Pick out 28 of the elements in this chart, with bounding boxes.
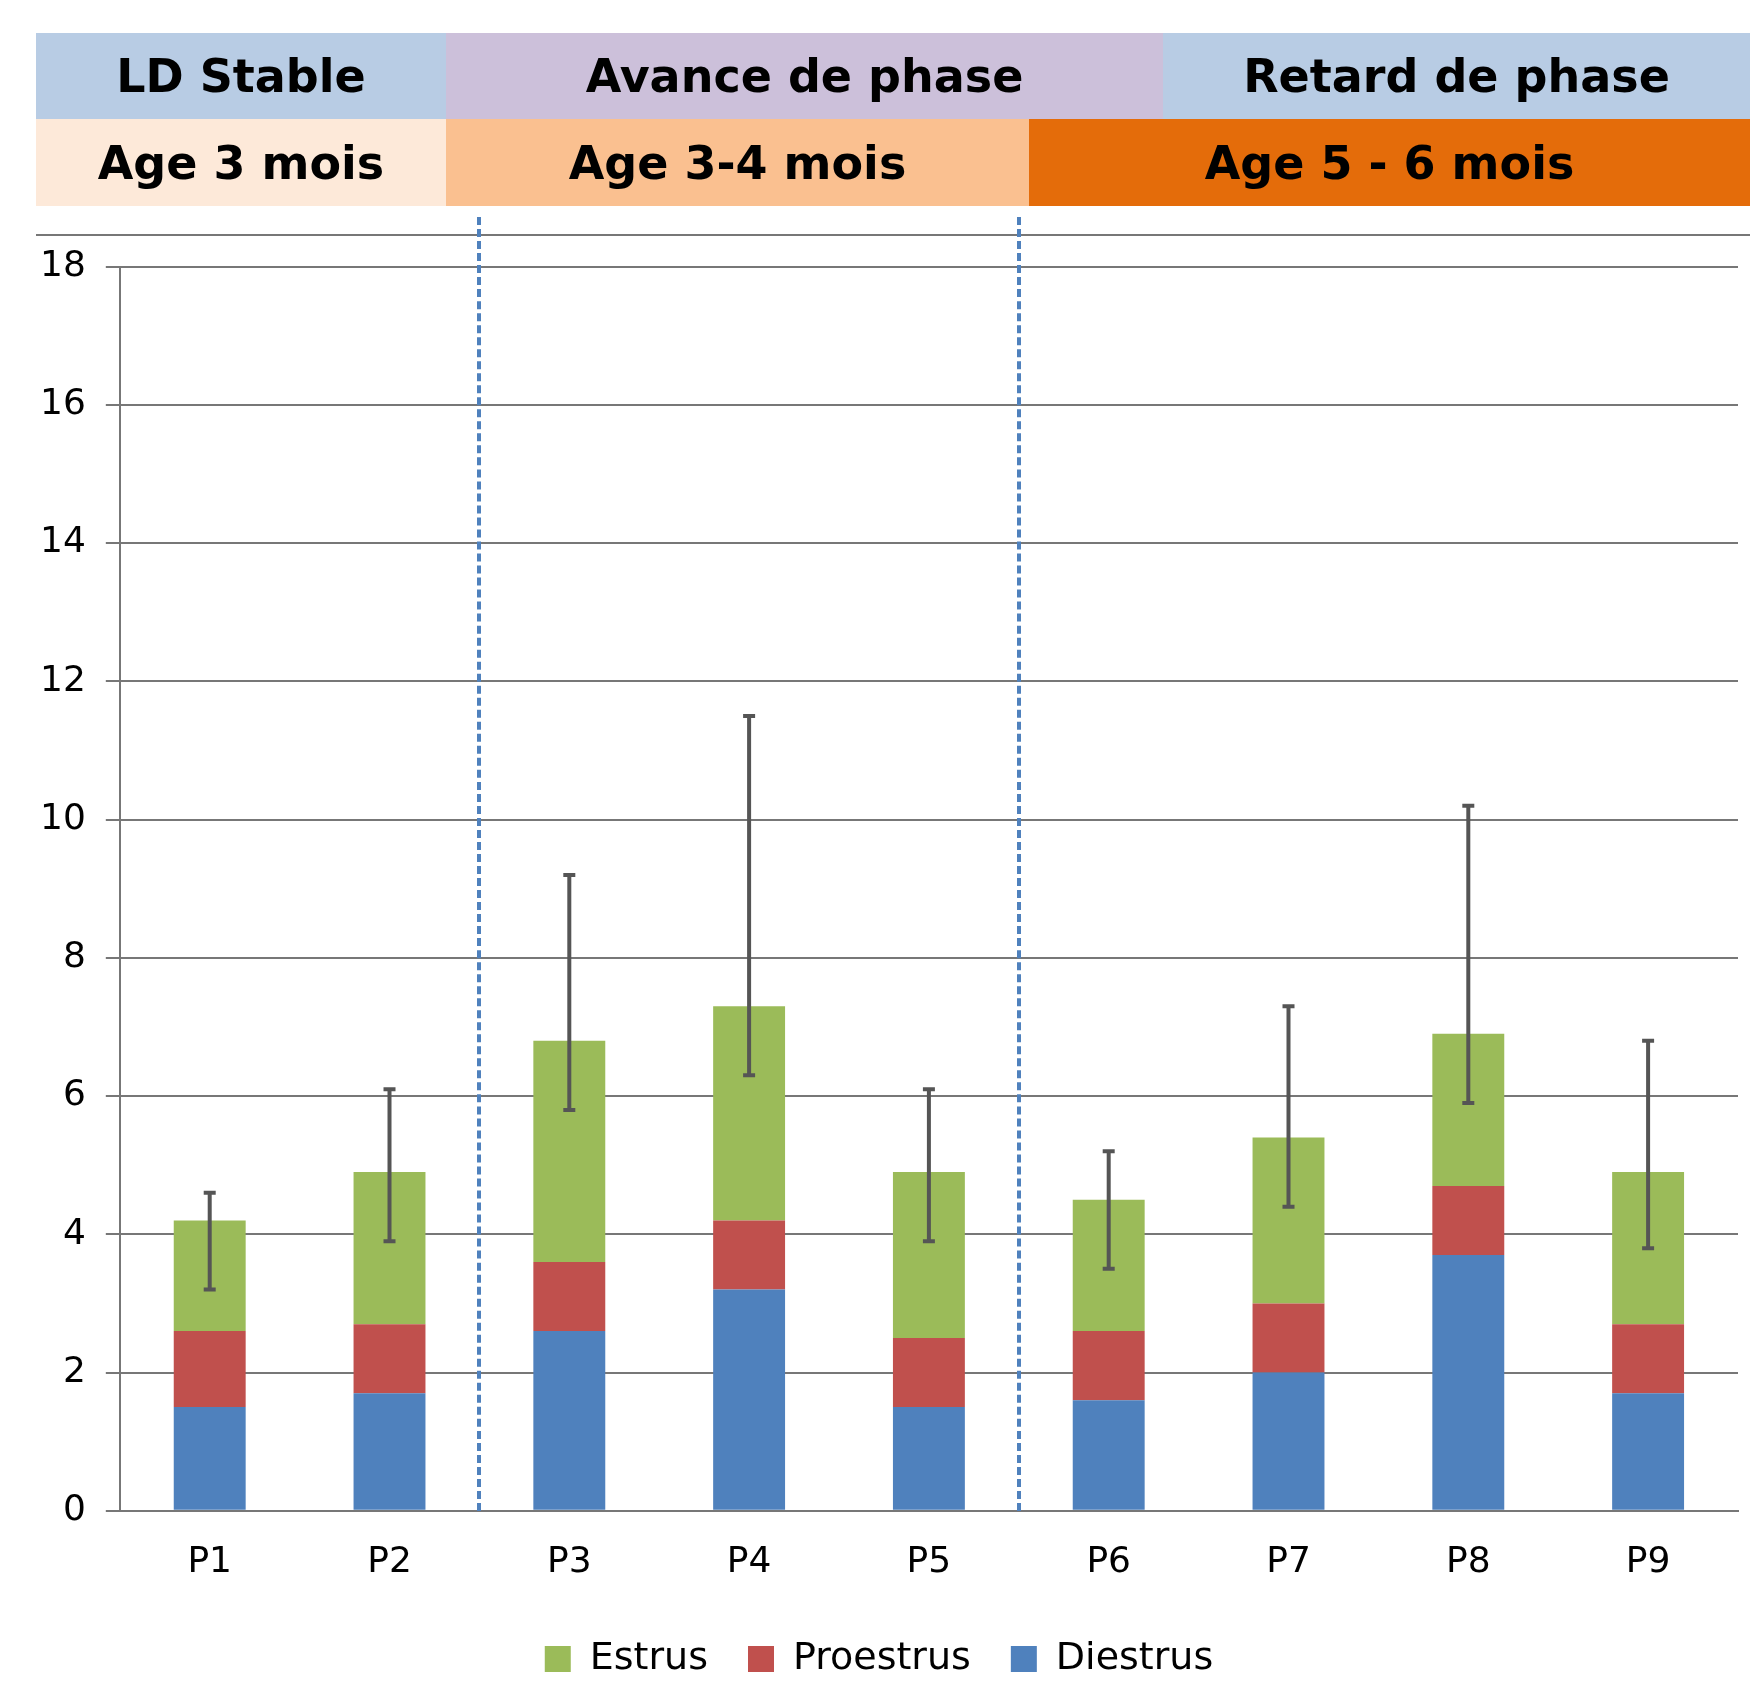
x-tick-label: P4: [726, 1538, 772, 1580]
text: Retard de phase: [1163, 33, 1750, 119]
y-tick-label: 8: [62, 934, 86, 976]
legend-label: Proestrus: [792, 1633, 971, 1678]
y-tick-label: 14: [40, 519, 86, 561]
y-tick-label: 2: [62, 1348, 86, 1390]
text: Age 5 - 6 mois: [1029, 119, 1750, 206]
legend-label: Diestrus: [1055, 1633, 1214, 1678]
legend-label: Estrus: [589, 1633, 708, 1678]
x-tick-label: P7: [1266, 1538, 1311, 1580]
text: Age 3 mois: [36, 119, 446, 206]
text: Age 3-4 mois: [446, 119, 1029, 206]
x-tick-label: P8: [1445, 1538, 1491, 1580]
y-tick-label: 0: [62, 1487, 86, 1529]
text: Avance de phase: [446, 33, 1163, 119]
x-tick-label: P6: [1086, 1538, 1132, 1580]
x-tick-label: P3: [546, 1538, 592, 1580]
y-tick-label: 6: [62, 1072, 86, 1114]
y-tick-label: 10: [40, 795, 86, 837]
x-tick-label: P9: [1625, 1538, 1671, 1580]
x-tick-label: P2: [367, 1538, 412, 1580]
x-tick-label: P5: [906, 1538, 952, 1580]
y-tick-label: 18: [40, 242, 86, 284]
y-tick-label: 16: [40, 381, 86, 423]
x-tick-label: P1: [187, 1538, 233, 1580]
y-tick-label: 12: [40, 657, 86, 699]
text: LD Stable: [36, 33, 446, 119]
y-tick-label: 4: [62, 1210, 86, 1252]
